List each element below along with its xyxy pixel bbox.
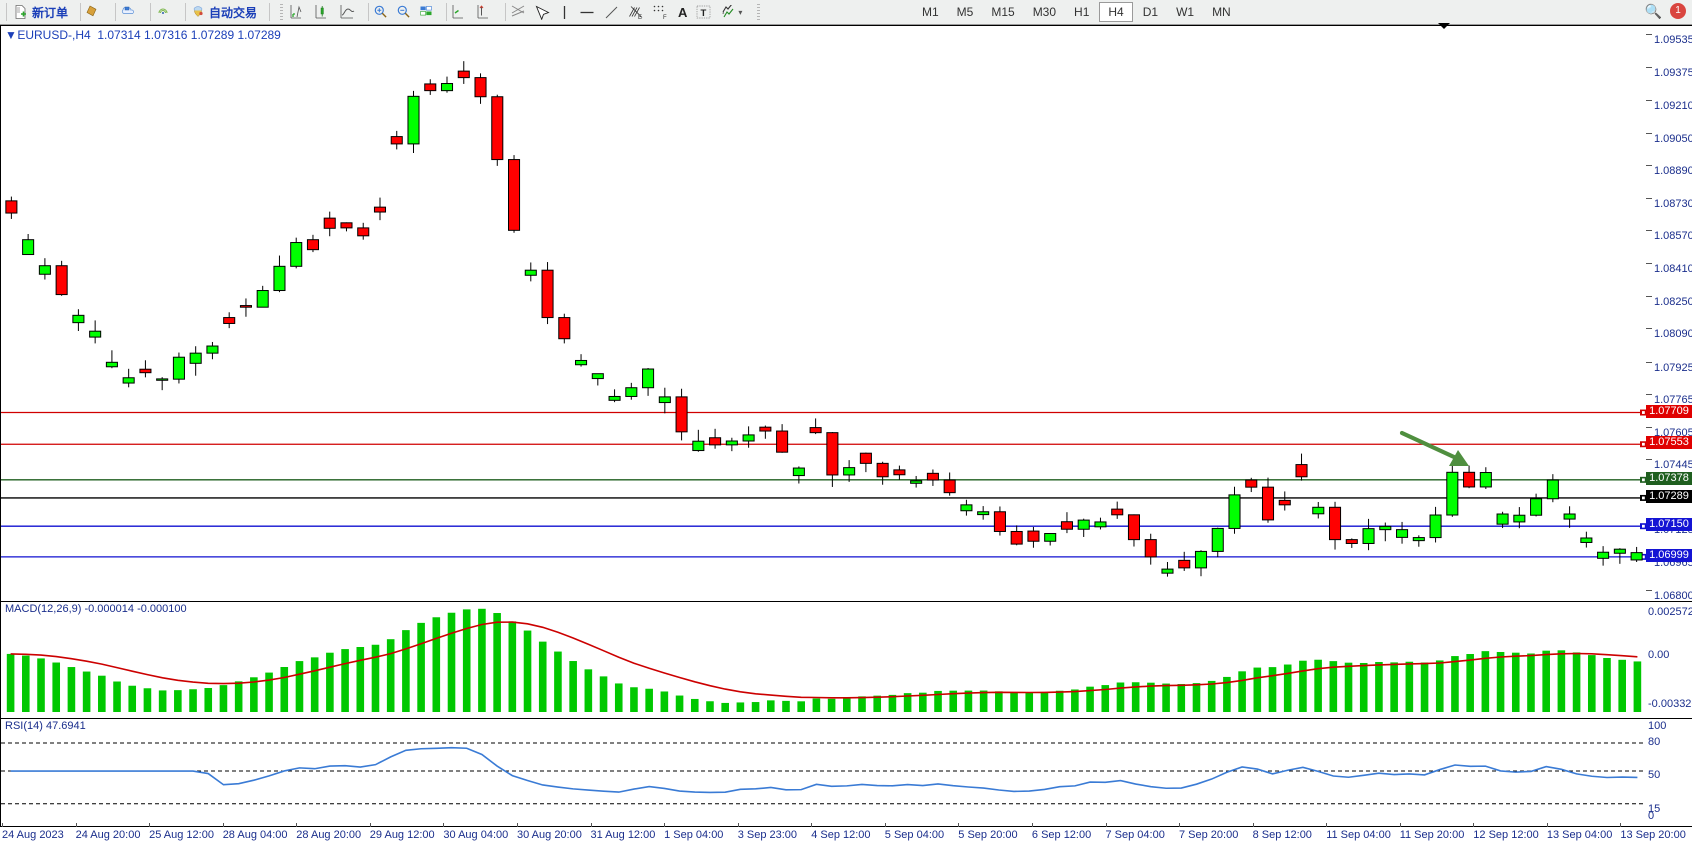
svg-text:T: T [701,8,707,19]
svg-text:F: F [663,15,667,20]
svg-text:E: E [638,15,642,20]
